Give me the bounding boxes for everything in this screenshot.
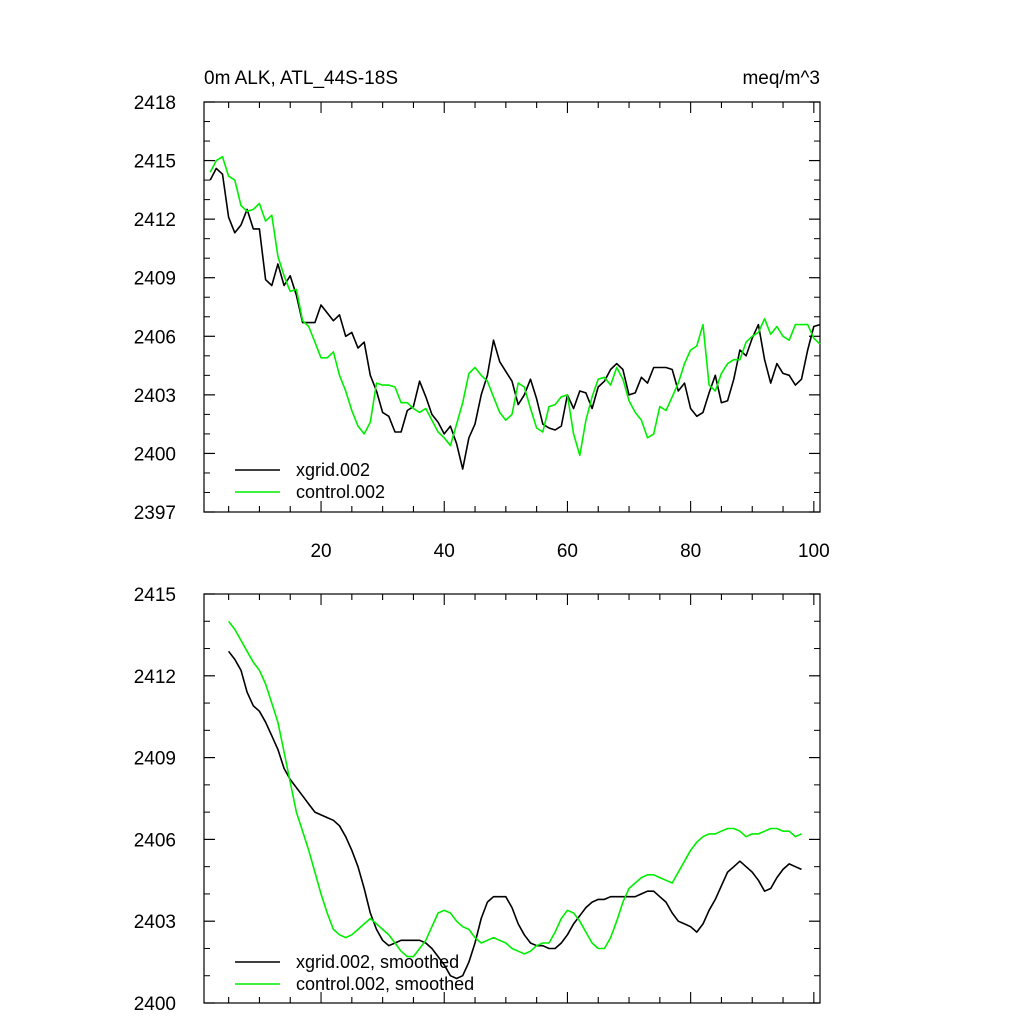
chart-title-left: 0m ALK, ATL_44S-18S <box>204 68 398 89</box>
legend-label: xgrid.002 <box>296 460 370 480</box>
series-line-control <box>227 620 802 958</box>
plot-frame <box>203 101 821 513</box>
y-tick-label: 2403 <box>134 386 176 407</box>
x-tick-label: 100 <box>798 541 830 562</box>
top-chart-panel: 2397 2400 2403 2406 2409 2412 2415 2418 20 40 60 80… <box>134 93 830 562</box>
series-line-control <box>209 155 821 457</box>
y-tick-label: 2415 <box>134 585 176 606</box>
y-tick-label: 2403 <box>134 912 176 933</box>
bottom-chart-panel: 2400 2403 2406 2409 2412 2415 xgrid.002, smoot… <box>134 585 821 1015</box>
y-tick-label: 2418 <box>134 93 176 114</box>
y-tick-label: 2412 <box>134 210 176 231</box>
y-tick-label: 2400 <box>134 994 176 1015</box>
legend-label: xgrid.002, smoothed <box>296 952 459 972</box>
x-tick-label: 40 <box>434 541 455 562</box>
x-tick-label: 60 <box>557 541 578 562</box>
plot-frame <box>203 593 821 1004</box>
y-tick-label: 2406 <box>134 830 176 851</box>
chart-title-right: meq/m^3 <box>742 68 820 89</box>
legend-label: control.002, smoothed <box>296 974 474 994</box>
y-tick-label: 2415 <box>134 152 176 173</box>
y-tick-label: 2409 <box>134 269 176 290</box>
series-line-xgrid <box>227 650 802 980</box>
y-tick-label: 2400 <box>134 444 176 465</box>
legend-label: control.002 <box>296 482 385 502</box>
y-tick-label: 2397 <box>134 503 176 524</box>
x-tick-label: 20 <box>310 541 331 562</box>
y-tick-label: 2406 <box>134 327 176 348</box>
y-tick-label: 2409 <box>134 749 176 770</box>
series-line-xgrid <box>209 167 821 470</box>
y-tick-label: 2412 <box>134 667 176 688</box>
x-tick-label: 80 <box>680 541 701 562</box>
